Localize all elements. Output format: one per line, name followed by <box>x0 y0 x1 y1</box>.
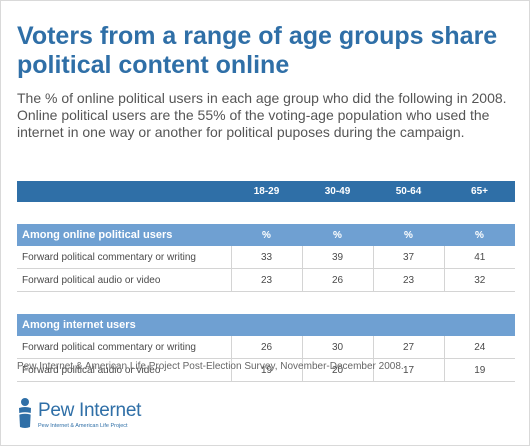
table-cell: 17 <box>373 358 445 382</box>
unit-label: % <box>231 224 302 246</box>
table-row: Forward political audio or video 19 20 1… <box>17 358 515 382</box>
source-note: Pew Internet & American Life Project Pos… <box>17 361 404 372</box>
section-header-row: Among internet users <box>17 314 515 336</box>
logo-tagline: Pew Internet & American Life Project <box>38 423 128 429</box>
spacer-row <box>17 202 515 224</box>
table-row: Forward political commentary or writing … <box>17 336 515 359</box>
table-cell: 24 <box>444 336 515 359</box>
table-cell: 32 <box>444 268 515 292</box>
row-label: Forward political commentary or writing <box>17 246 232 269</box>
section-label: Among internet users <box>17 314 515 336</box>
table-cell: 26 <box>231 336 303 359</box>
logo-wordmark: Pew Internet <box>38 400 142 421</box>
spacer-row <box>17 291 515 314</box>
table-row: Forward political audio or video 23 26 2… <box>17 268 515 292</box>
table-cell: 19 <box>444 358 515 382</box>
header-row: 18-29 30-49 50-64 65+ <box>17 181 515 202</box>
chart-title: Voters from a range of age groups share … <box>17 22 498 79</box>
table-cell: 26 <box>302 268 374 292</box>
row-label: Forward political commentary or writing <box>17 336 232 359</box>
data-table: 18-29 30-49 50-64 65+ Among online polit… <box>17 181 515 382</box>
table-row: Forward political commentary or writing … <box>17 246 515 269</box>
section-header-row: Among online political users % % % % <box>17 224 515 246</box>
table-cell: 27 <box>373 336 445 359</box>
row-label: Forward political audio or video <box>17 358 232 382</box>
table-cell: 41 <box>444 246 515 269</box>
column-header: 30-49 <box>302 181 373 202</box>
unit-label: % <box>444 224 515 246</box>
section-label: Among online political users <box>17 224 231 246</box>
column-header: 18-29 <box>231 181 302 202</box>
table-cell: 37 <box>373 246 445 269</box>
table-cell: 39 <box>302 246 374 269</box>
table-cell: 33 <box>231 246 303 269</box>
pew-logo-icon <box>16 398 35 428</box>
chart-subtitle: The % of online political users in each … <box>17 90 507 140</box>
table-cell: 19 <box>231 358 303 382</box>
column-header: 65+ <box>444 181 515 202</box>
row-label: Forward political audio or video <box>17 268 232 292</box>
column-header: 50-64 <box>373 181 444 202</box>
header-corner <box>17 181 231 202</box>
table-cell: 23 <box>373 268 445 292</box>
unit-label: % <box>373 224 444 246</box>
table-cell: 20 <box>302 358 374 382</box>
unit-label: % <box>302 224 373 246</box>
table-cell: 23 <box>231 268 303 292</box>
table-cell: 30 <box>302 336 374 359</box>
